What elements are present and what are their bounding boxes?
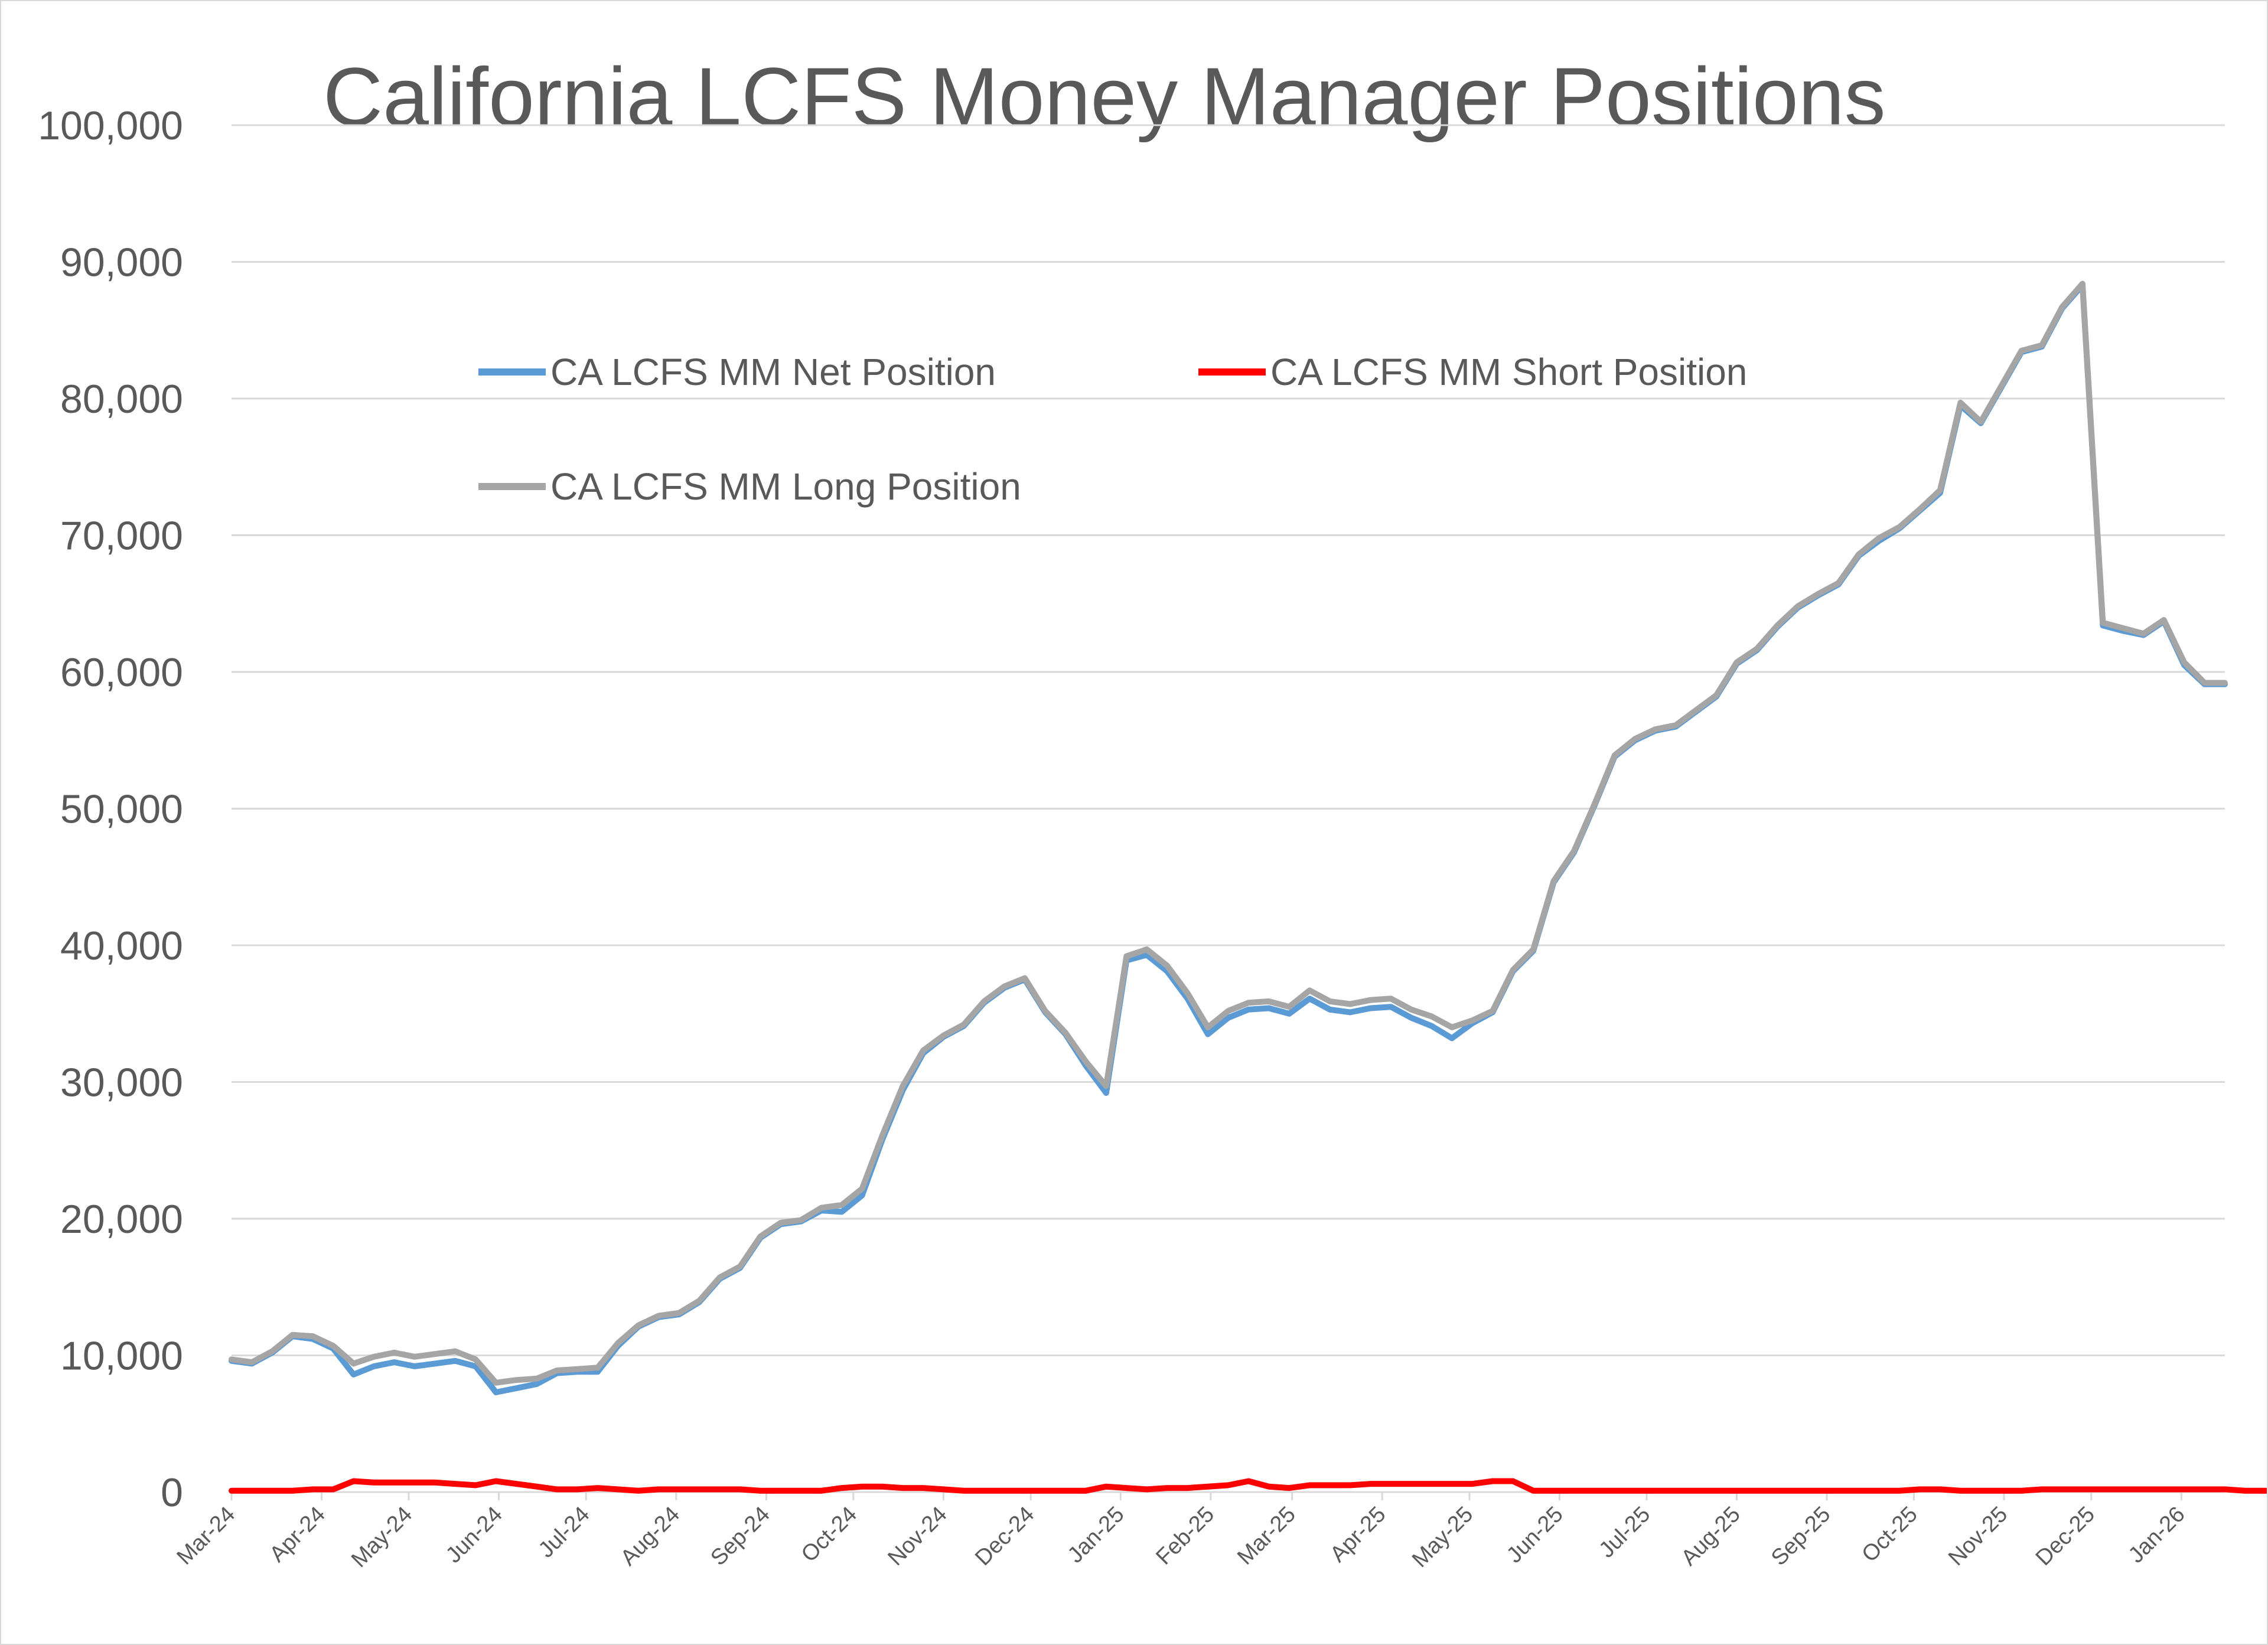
x-tick-label: Nov-24 bbox=[883, 1502, 951, 1571]
chart-title: California LCFS Money Manager Positions bbox=[323, 50, 1886, 143]
gridlines bbox=[232, 124, 2225, 1356]
x-tick-label: Sep-24 bbox=[706, 1502, 774, 1571]
long-position-line bbox=[229, 280, 2228, 1386]
x-tick-label: Aug-25 bbox=[1676, 1502, 1745, 1571]
y-tick-label: 40,000 bbox=[60, 923, 183, 968]
y-tick-label: 80,000 bbox=[60, 377, 183, 422]
x-tick-label: Oct-24 bbox=[797, 1502, 862, 1567]
x-tick-label: Jul-24 bbox=[534, 1502, 595, 1563]
x-tick-label: Dec-25 bbox=[2031, 1502, 2100, 1571]
x-tick-label: Jul-25 bbox=[1594, 1502, 1655, 1563]
legend-label-short: CA LCFS MM Short Position bbox=[1270, 351, 1747, 393]
net-position-line bbox=[229, 282, 2228, 1395]
x-tick-label: Dec-24 bbox=[970, 1502, 1039, 1571]
x-tick-label: Jun-24 bbox=[441, 1502, 507, 1568]
x-tick-label: May-25 bbox=[1407, 1502, 1478, 1572]
y-tick-label: 30,000 bbox=[60, 1060, 183, 1105]
series-lines bbox=[229, 280, 2267, 1494]
y-tick-label: 90,000 bbox=[60, 240, 183, 285]
x-tick-label: Oct-25 bbox=[1857, 1502, 1922, 1567]
x-axis-ticks: Mar-24 Apr-24 May-24 Jun-24 Jul-24 Aug-24 Sep-… bbox=[172, 1492, 2190, 1572]
x-tick-label: Feb-25 bbox=[1151, 1502, 1219, 1570]
x-tick-label: Nov-25 bbox=[1944, 1502, 2012, 1571]
x-tick-label: Jan-26 bbox=[2124, 1502, 2190, 1568]
y-tick-label: 10,000 bbox=[60, 1334, 183, 1379]
legend: CA LCFS MM Net Position CA LCFS MM Short… bbox=[478, 351, 1747, 508]
x-tick-label: May-24 bbox=[347, 1502, 417, 1572]
x-tick-label: Mar-25 bbox=[1233, 1502, 1301, 1570]
y-tick-label: 70,000 bbox=[60, 514, 183, 559]
x-tick-label: Jun-25 bbox=[1502, 1502, 1568, 1568]
x-tick-label: Jan-25 bbox=[1063, 1502, 1129, 1568]
x-tick-label: Apr-25 bbox=[1325, 1502, 1390, 1567]
y-tick-label: 0 bbox=[161, 1470, 183, 1515]
x-tick-label: Aug-24 bbox=[616, 1502, 685, 1571]
legend-label-net: CA LCFS MM Net Position bbox=[550, 351, 996, 393]
legend-label-long: CA LCFS MM Long Position bbox=[550, 465, 1021, 508]
short-position-line bbox=[229, 1478, 2267, 1494]
y-axis-ticks: 0 10,000 20,000 30,000 40,000 50,000 60,000 70,… bbox=[38, 103, 183, 1515]
y-tick-label: 50,000 bbox=[60, 787, 183, 832]
y-tick-label: 100,000 bbox=[38, 103, 183, 148]
x-tick-label: Apr-24 bbox=[265, 1502, 330, 1567]
x-tick-label: Sep-25 bbox=[1767, 1502, 1835, 1571]
y-tick-label: 20,000 bbox=[60, 1197, 183, 1242]
y-tick-label: 60,000 bbox=[60, 650, 183, 695]
